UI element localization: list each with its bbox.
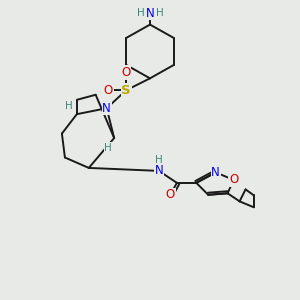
Text: N: N bbox=[211, 166, 220, 179]
Text: H: H bbox=[156, 8, 164, 18]
Text: H: H bbox=[104, 142, 112, 153]
Text: N: N bbox=[102, 102, 111, 115]
Text: N: N bbox=[146, 7, 154, 20]
Text: H: H bbox=[155, 155, 163, 166]
Text: O: O bbox=[229, 173, 238, 186]
Text: H: H bbox=[136, 8, 144, 18]
Text: O: O bbox=[122, 66, 131, 79]
Text: H: H bbox=[65, 101, 73, 111]
Text: S: S bbox=[121, 84, 131, 97]
Text: O: O bbox=[166, 188, 175, 201]
Text: O: O bbox=[103, 84, 113, 97]
Text: N: N bbox=[154, 164, 163, 177]
